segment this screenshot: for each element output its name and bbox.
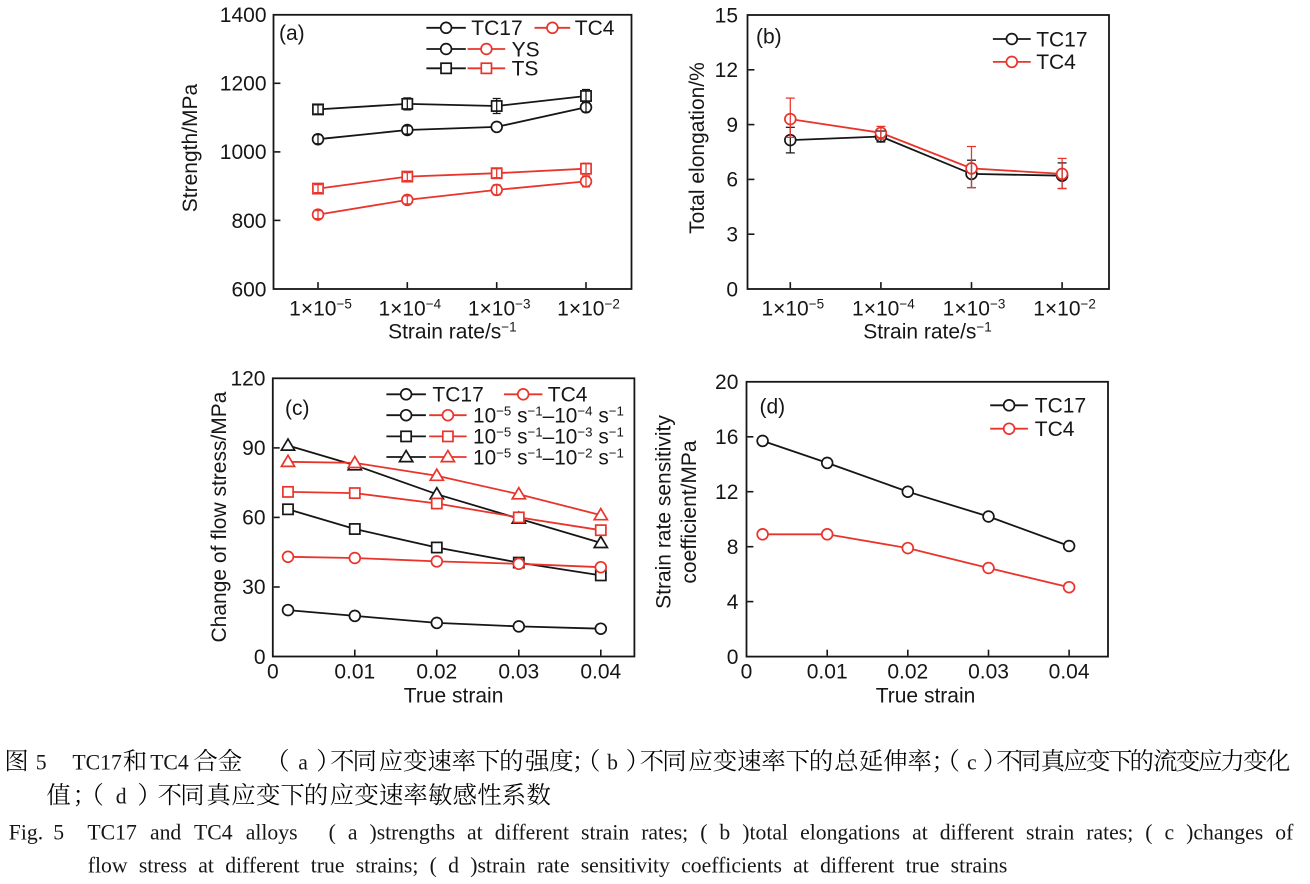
svg-text:0.04: 0.04 <box>1049 661 1090 684</box>
svg-text:1×10−5: 1×10−5 <box>289 297 352 321</box>
svg-text:TC4: TC4 <box>1036 51 1076 74</box>
svg-text:TC4: TC4 <box>150 751 189 775</box>
svg-text:d: d <box>116 785 127 809</box>
svg-text:120: 120 <box>230 368 265 391</box>
svg-text:Change of flow stress/MPa: Change of flow stress/MPa <box>208 391 231 642</box>
svg-text:TS: TS <box>512 58 539 81</box>
svg-text:TC4: TC4 <box>548 384 588 407</box>
svg-text:TC17: TC17 <box>1036 28 1087 51</box>
svg-text:TC17: TC17 <box>432 384 483 407</box>
svg-text:a: a <box>298 751 308 775</box>
svg-text:(b): (b) <box>756 26 782 49</box>
svg-text:TC4: TC4 <box>1035 418 1075 441</box>
svg-text:800: 800 <box>231 210 266 233</box>
svg-text:0.03: 0.03 <box>968 661 1009 684</box>
svg-text:TC17: TC17 <box>72 751 122 775</box>
svg-text:90: 90 <box>242 437 265 460</box>
svg-text:1000: 1000 <box>220 141 267 164</box>
svg-text:1200: 1200 <box>220 73 267 96</box>
svg-text:600: 600 <box>231 278 266 301</box>
svg-text:30: 30 <box>242 576 265 599</box>
svg-text:Fig. 5: Fig. 5 <box>9 821 64 845</box>
svg-text:12: 12 <box>715 59 738 82</box>
svg-text:12: 12 <box>715 481 738 504</box>
svg-text:60: 60 <box>242 507 265 530</box>
svg-text:0: 0 <box>267 661 279 684</box>
svg-text:10−5 s−1–10−2 s−1: 10−5 s−1–10−2 s−1 <box>473 445 624 469</box>
svg-text:Strain rate/s−1: Strain rate/s−1 <box>863 320 992 344</box>
svg-text:4: 4 <box>727 591 739 614</box>
svg-text:0: 0 <box>254 646 266 669</box>
svg-text:15: 15 <box>715 4 738 27</box>
svg-text:8: 8 <box>727 536 739 559</box>
svg-text:TC4: TC4 <box>575 17 615 40</box>
svg-text:1400: 1400 <box>220 4 267 27</box>
svg-text:0.03: 0.03 <box>498 661 539 684</box>
svg-text:6: 6 <box>726 169 738 192</box>
svg-text:( a )strengths at different st: ( a )strengths at different strain rates… <box>329 821 1294 845</box>
svg-text:3: 3 <box>726 224 738 247</box>
svg-text:Strain rate/s−1: Strain rate/s−1 <box>388 320 517 344</box>
svg-text:(c): (c) <box>285 397 310 420</box>
svg-text:True strain: True strain <box>876 685 976 708</box>
svg-text:0: 0 <box>727 646 739 669</box>
svg-text:YS: YS <box>512 38 540 61</box>
svg-text:10−5 s−1–10−4 s−1: 10−5 s−1–10−4 s−1 <box>473 404 624 428</box>
svg-text:flow stress at different true: flow stress at different true strains; (… <box>88 854 1007 878</box>
svg-text:9: 9 <box>726 114 738 137</box>
svg-text:coefficient/MPa: coefficient/MPa <box>678 440 701 584</box>
svg-text:5: 5 <box>36 751 47 775</box>
svg-text:0.04: 0.04 <box>580 661 621 684</box>
svg-text:b: b <box>607 751 618 775</box>
svg-text:Total elongation/%: Total elongation/% <box>686 62 709 234</box>
svg-text:0.01: 0.01 <box>334 661 375 684</box>
svg-text:c: c <box>967 751 977 775</box>
svg-text:0.01: 0.01 <box>807 661 848 684</box>
svg-text:16: 16 <box>715 426 738 449</box>
svg-text:TC17 and TC4 alloys: TC17 and TC4 alloys <box>87 821 297 845</box>
svg-text:20: 20 <box>715 371 738 394</box>
svg-text:0: 0 <box>726 278 738 301</box>
svg-text:Strain rate sensitivity: Strain rate sensitivity <box>653 415 676 609</box>
svg-text:True strain: True strain <box>404 685 504 708</box>
svg-text:Strength/MPa: Strength/MPa <box>179 83 202 212</box>
svg-text:TC17: TC17 <box>1035 395 1086 418</box>
svg-text:(d): (d) <box>760 396 786 419</box>
svg-text:(a): (a) <box>279 22 305 45</box>
svg-text:0.02: 0.02 <box>416 661 457 684</box>
svg-text:TC17: TC17 <box>471 17 522 40</box>
svg-text:0.02: 0.02 <box>887 661 928 684</box>
svg-text:0: 0 <box>741 661 753 684</box>
